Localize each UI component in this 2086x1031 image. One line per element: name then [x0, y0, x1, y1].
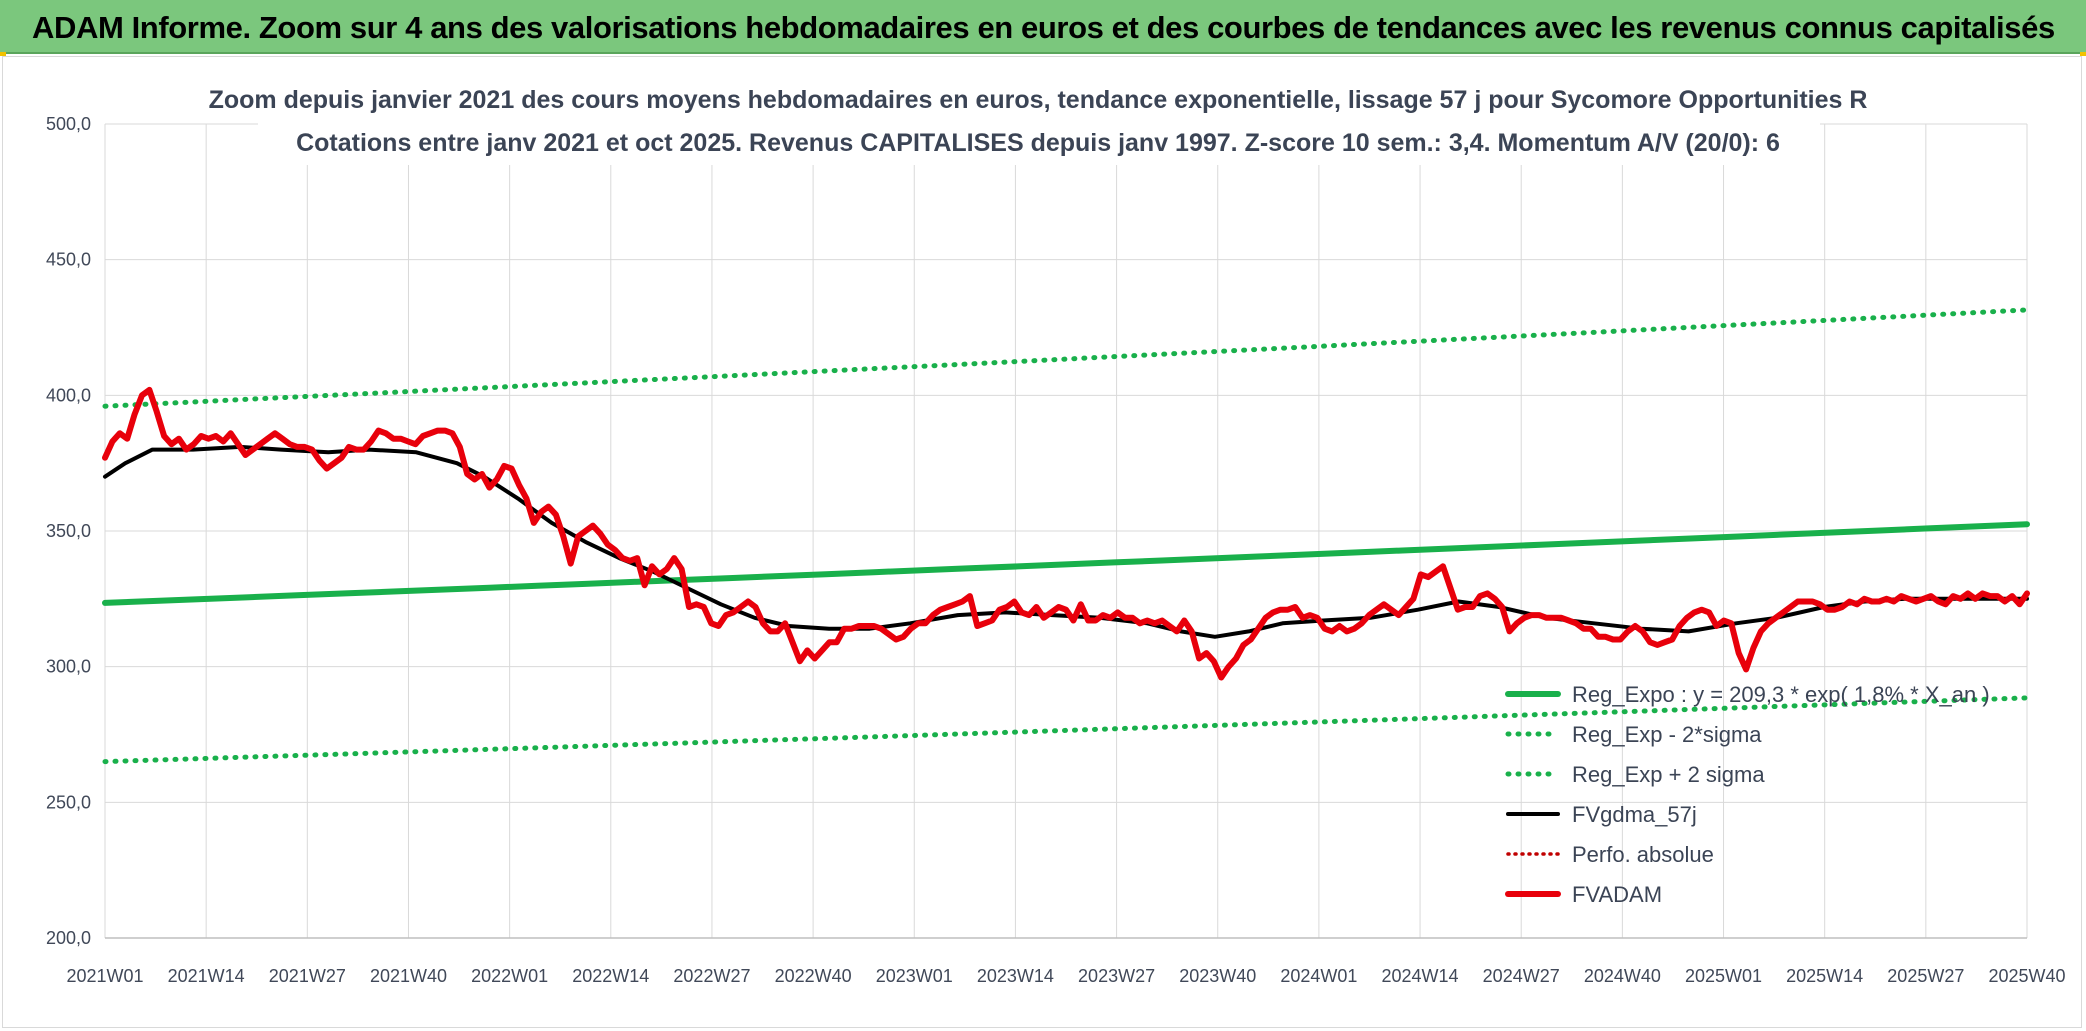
legend-label: FVgdma_57j [1572, 802, 1697, 827]
chart-subtitle: Cotations entre janv 2021 et oct 2025. R… [296, 129, 1780, 157]
legend: Reg_Expo : y = 209,3 * exp( 1,8% * X_an … [1505, 682, 1990, 907]
report-header: ADAM Informe. Zoom sur 4 ans des valoris… [0, 0, 2086, 54]
legend-label: FVADAM [1572, 882, 1662, 907]
x-tick-label: 2025W14 [1786, 966, 1863, 986]
x-tick-label: 2022W27 [673, 966, 750, 986]
series-line [102, 695, 2030, 765]
legend-label: Perfo. absolue [1572, 842, 1714, 867]
legend-label: Reg_Expo : y = 209,3 * exp( 1,8% * X_an … [1572, 682, 1990, 707]
y-tick-label: 250,0 [46, 792, 91, 812]
corner-accent-left [0, 52, 6, 56]
x-tick-label: 2025W01 [1685, 966, 1762, 986]
x-tick-label: 2024W27 [1483, 966, 1560, 986]
x-tick-label: 2021W27 [269, 966, 346, 986]
x-tick-label: 2024W40 [1584, 966, 1661, 986]
x-tick-label: 2023W01 [876, 966, 953, 986]
x-tick-label: 2021W40 [370, 966, 447, 986]
series-line [102, 386, 2030, 681]
x-tick-label: 2024W14 [1382, 966, 1459, 986]
y-tick-label: 500,0 [46, 114, 91, 134]
x-tick-label: 2023W40 [1179, 966, 1256, 986]
x-tick-label: 2022W40 [775, 966, 852, 986]
chart-title: Zoom depuis janvier 2021 des cours moyen… [209, 86, 1868, 114]
y-tick-label: 200,0 [46, 928, 91, 948]
y-tick-label: 350,0 [46, 521, 91, 541]
x-tick-label: 2024W01 [1280, 966, 1357, 986]
report-title: ADAM Informe. Zoom sur 4 ans des valoris… [32, 10, 2055, 45]
legend-label: Reg_Exp + 2 sigma [1572, 762, 1765, 787]
grid [104, 123, 2028, 939]
x-tick-label: 2023W14 [977, 966, 1054, 986]
series-line [103, 444, 2029, 639]
x-tick-label: 2023W27 [1078, 966, 1155, 986]
title-backdrop [258, 73, 1820, 165]
series-group [102, 307, 2030, 765]
x-tick-label: 2025W27 [1887, 966, 1964, 986]
y-axis-ticks: 200,0 250,0 300,0 350,0 400,0 450,0 500,0 [46, 114, 91, 948]
y-tick-label: 400,0 [46, 385, 91, 405]
x-tick-label: 2021W01 [66, 966, 143, 986]
chart-frame [2, 56, 2082, 1028]
legend-label: Reg_Exp - 2*sigma [1572, 722, 1762, 747]
x-tick-label: 2022W01 [471, 966, 548, 986]
series-line [102, 521, 2030, 606]
series-line [102, 307, 2030, 409]
x-tick-label: 2022W14 [572, 966, 649, 986]
corner-accent-right [2080, 52, 2086, 56]
y-tick-label: 300,0 [46, 657, 91, 677]
x-tick-label: 2025W40 [1988, 966, 2065, 986]
x-tick-label: 2021W14 [168, 966, 245, 986]
y-tick-label: 450,0 [46, 250, 91, 270]
x-axis-ticks: 2021W01 2021W14 2021W27 2021W40 2022W01 2022W… [66, 966, 2065, 986]
